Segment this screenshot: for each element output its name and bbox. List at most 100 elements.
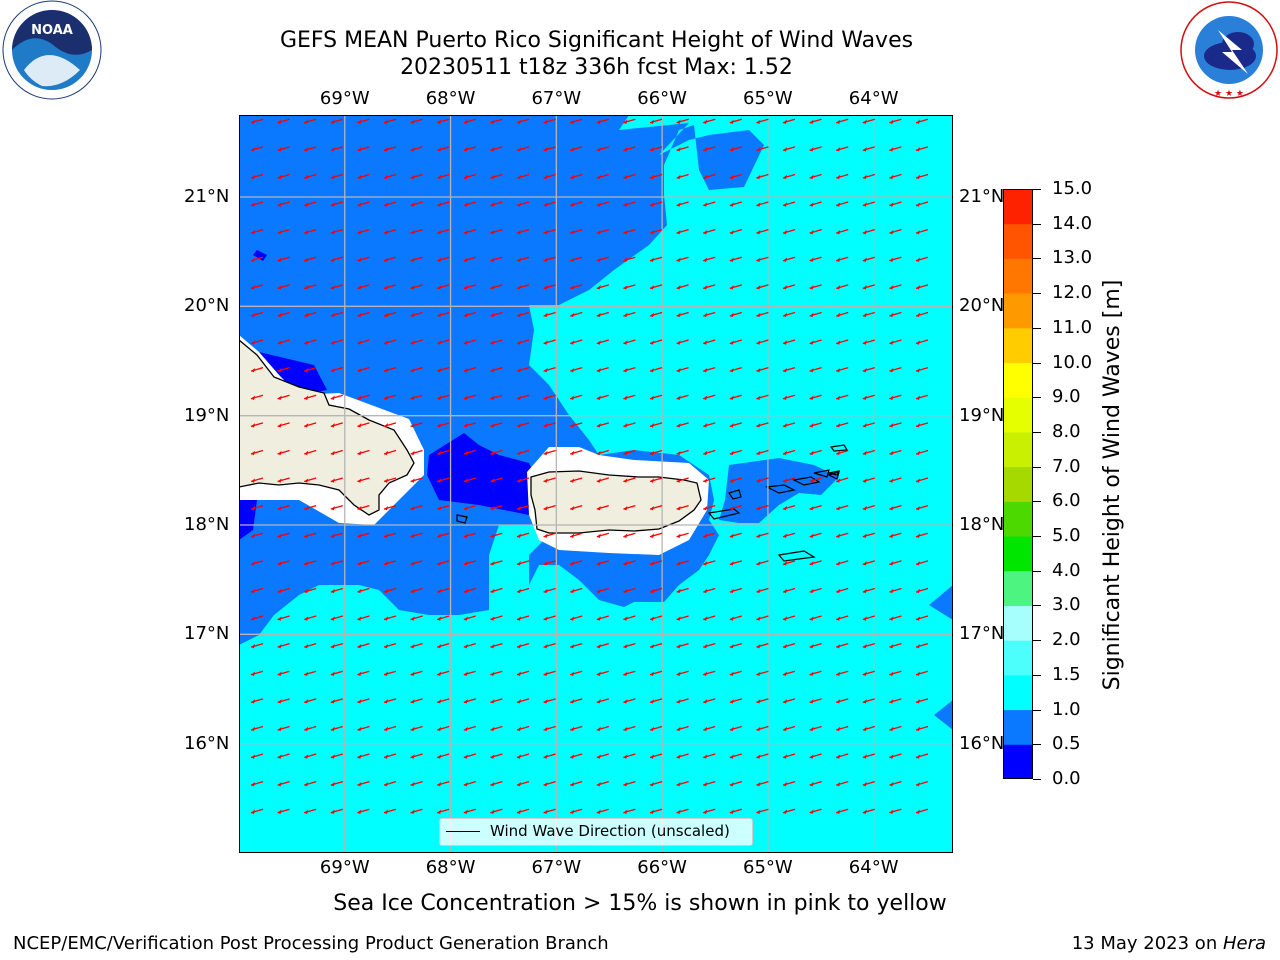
- wave-direction-arrow: [756, 201, 769, 207]
- wave-direction-arrow: [623, 560, 636, 566]
- colorbar-tick-mark: [1033, 293, 1041, 295]
- wave-direction-arrow: [330, 146, 343, 152]
- wave-direction-arrow: [410, 118, 423, 124]
- wave-direction-arrow: [889, 146, 902, 152]
- wave-direction-arrow: [756, 173, 769, 180]
- wave-direction-arrow: [330, 670, 343, 676]
- wave-direction-arrow: [756, 615, 769, 621]
- wave-direction-arrow: [596, 753, 609, 759]
- wave-direction-arrow: [357, 311, 370, 318]
- colorbar-segment: [1003, 466, 1033, 502]
- wave-direction-arrow: [915, 256, 929, 262]
- wave-direction-arrow: [250, 698, 264, 704]
- wave-direction-arrow: [649, 615, 663, 621]
- wave-direction-arrow: [570, 229, 583, 235]
- wave-direction-arrow: [756, 532, 769, 538]
- wave-direction-arrow: [623, 643, 636, 649]
- colorbar-tick-label: 7.0: [1052, 455, 1081, 477]
- wave-direction-arrow: [570, 781, 583, 787]
- wave-direction-arrow: [250, 201, 264, 207]
- wave-direction-arrow: [596, 643, 609, 649]
- wave-direction-arrow: [809, 560, 822, 566]
- wave-direction-arrow: [756, 670, 769, 676]
- wave-direction-arrow: [836, 808, 849, 814]
- wave-direction-arrow: [862, 505, 875, 511]
- wave-direction-arrow: [596, 229, 609, 235]
- wave-direction-arrow: [463, 284, 476, 290]
- wave-direction-arrow: [543, 643, 556, 649]
- wave-direction-arrow: [277, 532, 290, 538]
- wave-direction-arrow: [437, 201, 450, 207]
- contour-0.0-0.5-d: [253, 250, 267, 261]
- wave-direction-arrow: [437, 698, 450, 704]
- wave-direction-arrow: [250, 670, 264, 676]
- wave-direction-arrow: [889, 449, 902, 456]
- wave-direction-arrow: [836, 725, 849, 732]
- wave-direction-arrow: [836, 146, 849, 152]
- wave-direction-arrow: [676, 753, 689, 759]
- wave-direction-arrow: [596, 781, 609, 787]
- wave-direction-arrow: [570, 146, 583, 152]
- wave-direction-arrow: [570, 505, 583, 511]
- wave-direction-arrow: [623, 118, 636, 124]
- wave-direction-arrow: [277, 339, 290, 345]
- wave-direction-arrow: [250, 615, 264, 621]
- wave-direction-arrow: [649, 670, 663, 676]
- wave-direction-arrow: [596, 449, 609, 456]
- wave-direction-arrow: [782, 781, 796, 787]
- wave-direction-arrow: [623, 753, 636, 759]
- wave-direction-arrow: [463, 560, 476, 566]
- colorbar-tick-mark: [1033, 327, 1041, 329]
- wave-direction-arrow: [330, 477, 343, 483]
- wave-direction-arrow: [357, 505, 370, 511]
- wave-direction-arrow: [383, 173, 397, 180]
- footer-host: Hera: [1222, 933, 1266, 954]
- wave-direction-arrow: [703, 643, 716, 649]
- wave-direction-arrow: [649, 201, 663, 207]
- colorbar-segment: [1003, 709, 1033, 745]
- wave-direction-arrow: [383, 284, 397, 290]
- wave-direction-arrow: [250, 532, 264, 538]
- wave-direction-arrow: [543, 560, 556, 566]
- wave-direction-arrow: [277, 229, 290, 235]
- wave-direction-arrow: [543, 449, 556, 456]
- colorbar-tick-label: 6.0: [1052, 490, 1081, 512]
- wave-direction-arrow: [330, 201, 343, 207]
- wave-direction-arrow: [596, 311, 609, 318]
- wave-direction-arrow: [676, 118, 689, 124]
- colorbar-tick-mark: [1033, 779, 1041, 780]
- wave-direction-arrow: [729, 118, 742, 124]
- wave-direction-arrow: [729, 146, 742, 152]
- wave-direction-arrow: [490, 173, 503, 180]
- wave-direction-arrow: [304, 753, 317, 759]
- wave-direction-arrow: [410, 422, 423, 428]
- wave-direction-arrow: [490, 229, 503, 235]
- wave-direction-arrow: [516, 118, 530, 124]
- wave-direction-arrow: [703, 118, 716, 124]
- wave-direction-arrow: [543, 311, 556, 318]
- wave-direction-arrow: [729, 781, 742, 787]
- wave-direction-arrow: [570, 477, 583, 483]
- wave-direction-arrow: [836, 201, 849, 207]
- colorbar-tick-mark: [1033, 189, 1041, 190]
- wave-direction-arrow: [649, 643, 663, 649]
- wave-direction-arrow: [703, 394, 716, 400]
- wave-direction-arrow: [490, 201, 503, 207]
- wave-direction-arrow: [437, 173, 450, 180]
- wave-direction-arrow: [490, 477, 503, 483]
- wave-direction-arrow: [543, 808, 556, 814]
- wave-direction-arrow: [383, 146, 397, 152]
- wave-direction-arrow: [782, 449, 796, 456]
- land-anegada: [829, 444, 849, 452]
- wave-direction-arrow: [756, 449, 769, 456]
- wave-direction-arrow: [596, 284, 609, 290]
- wave-direction-arrow: [809, 808, 822, 814]
- wave-direction-arrow: [304, 311, 317, 318]
- wave-direction-arrow: [782, 339, 796, 345]
- wave-direction-arrow: [782, 670, 796, 676]
- wave-direction-arrow: [250, 808, 264, 814]
- wave-direction-arrow: [277, 725, 290, 732]
- wave-direction-arrow: [623, 532, 636, 538]
- wave-direction-arrow: [250, 394, 264, 400]
- wave-direction-arrow: [915, 422, 929, 428]
